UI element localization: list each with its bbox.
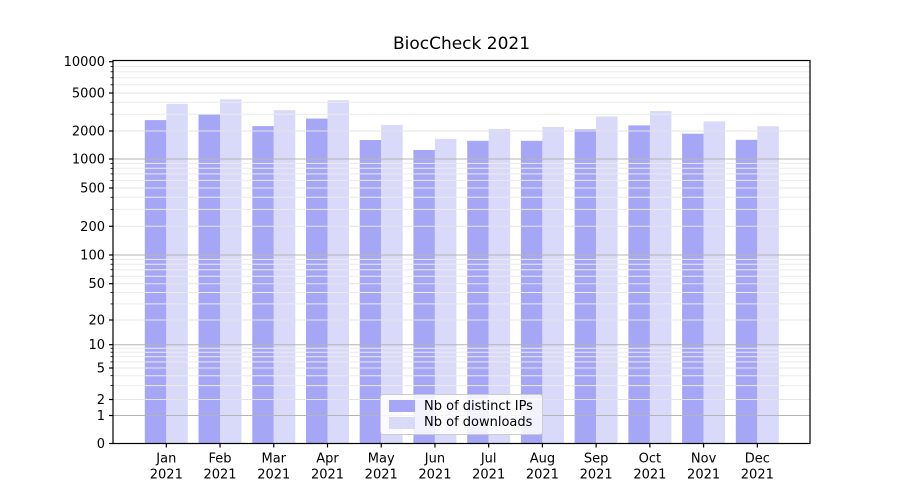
legend-swatch-distinct-ips: [389, 400, 415, 413]
bar-distinct-ips-feb: [198, 114, 220, 444]
legend: Nb of distinct IPs Nb of downloads: [380, 394, 543, 435]
legend-label-downloads: Nb of downloads: [424, 415, 533, 431]
bar-downloads-may: [381, 125, 403, 444]
y-tick-label: 10: [88, 338, 105, 353]
plot-border: [112, 59, 811, 445]
legend-row-downloads: Nb of downloads: [389, 415, 534, 430]
bar-downloads-sep: [596, 116, 618, 444]
bar-downloads-mar: [273, 110, 296, 444]
bar-downloads-dec: [757, 126, 779, 444]
y-tick-label: 10000: [64, 55, 105, 70]
bar-distinct-ips-sep: [574, 129, 597, 444]
x-tick-label-year: 2021: [472, 468, 505, 483]
y-tick-label: 0: [97, 437, 105, 452]
x-tick-label-year: 2021: [418, 468, 451, 483]
bar-downloads-aug: [542, 126, 564, 444]
x-tick-label-month: May: [368, 452, 395, 467]
bar-downloads-jun: [434, 138, 457, 444]
x-tick-label-year: 2021: [257, 468, 290, 483]
x-tick-label-month: Oct: [639, 452, 661, 467]
x-tick-label-year: 2021: [687, 468, 720, 483]
bar-downloads-jan: [166, 103, 188, 444]
x-tick-label-month: Jan: [155, 452, 176, 467]
x-tick-label-month: Feb: [209, 452, 232, 467]
y-tick-label: 2: [97, 393, 105, 408]
x-tick-label-month: Jul: [480, 452, 497, 467]
x-tick-label-month: Nov: [691, 452, 717, 467]
y-tick-label: 5: [97, 362, 105, 377]
y-tick-label: 5000: [72, 87, 105, 102]
y-tick-label: 200: [80, 220, 105, 235]
bar-distinct-ips-apr: [306, 118, 328, 444]
x-tick-label-month: Sep: [584, 452, 609, 467]
bar-distinct-ips-may: [359, 140, 382, 444]
bar-downloads-jul: [488, 129, 511, 444]
y-tick-label: 1000: [72, 153, 105, 168]
y-tick-label: 20: [88, 314, 105, 329]
x-tick-label-month: Jun: [424, 452, 445, 467]
bar-downloads-oct: [649, 111, 672, 444]
x-tick-label-month: Apr: [316, 452, 339, 467]
x-tick-label-year: 2021: [526, 468, 559, 483]
bar-downloads-feb: [220, 99, 242, 444]
bar-downloads-apr: [327, 100, 349, 444]
y-tick-label: 500: [80, 182, 105, 197]
y-tick-label: 50: [88, 277, 105, 292]
y-tick-label: 2000: [72, 125, 105, 140]
bar-distinct-ips-mar: [252, 126, 274, 444]
x-tick-label-month: Mar: [261, 452, 286, 467]
legend-row-distinct-ips: Nb of distinct IPs: [389, 399, 534, 414]
x-tick-label-year: 2021: [150, 468, 183, 483]
y-tick-label: 1: [97, 409, 105, 424]
legend-swatch-downloads: [389, 416, 415, 429]
x-tick-label-year: 2021: [741, 468, 774, 483]
bar-distinct-ips-jun: [413, 150, 435, 444]
bar-distinct-ips-oct: [628, 125, 650, 444]
x-tick-label-year: 2021: [365, 468, 398, 483]
bar-distinct-ips-dec: [735, 139, 758, 444]
legend-label-distinct-ips: Nb of distinct IPs: [424, 398, 533, 414]
x-tick-label-year: 2021: [311, 468, 344, 483]
chart-title: BiocCheck 2021: [392, 34, 531, 54]
x-tick-label-year: 2021: [633, 468, 666, 483]
bar-downloads-nov: [703, 121, 726, 444]
bar-distinct-ips-nov: [682, 133, 704, 444]
bar-distinct-ips-jan: [144, 120, 167, 444]
x-tick-label-month: Aug: [530, 452, 555, 467]
x-tick-label-month: Dec: [745, 452, 770, 467]
x-tick-label-year: 2021: [203, 468, 236, 483]
x-tick-label-year: 2021: [580, 468, 613, 483]
y-tick-label: 100: [80, 249, 105, 264]
